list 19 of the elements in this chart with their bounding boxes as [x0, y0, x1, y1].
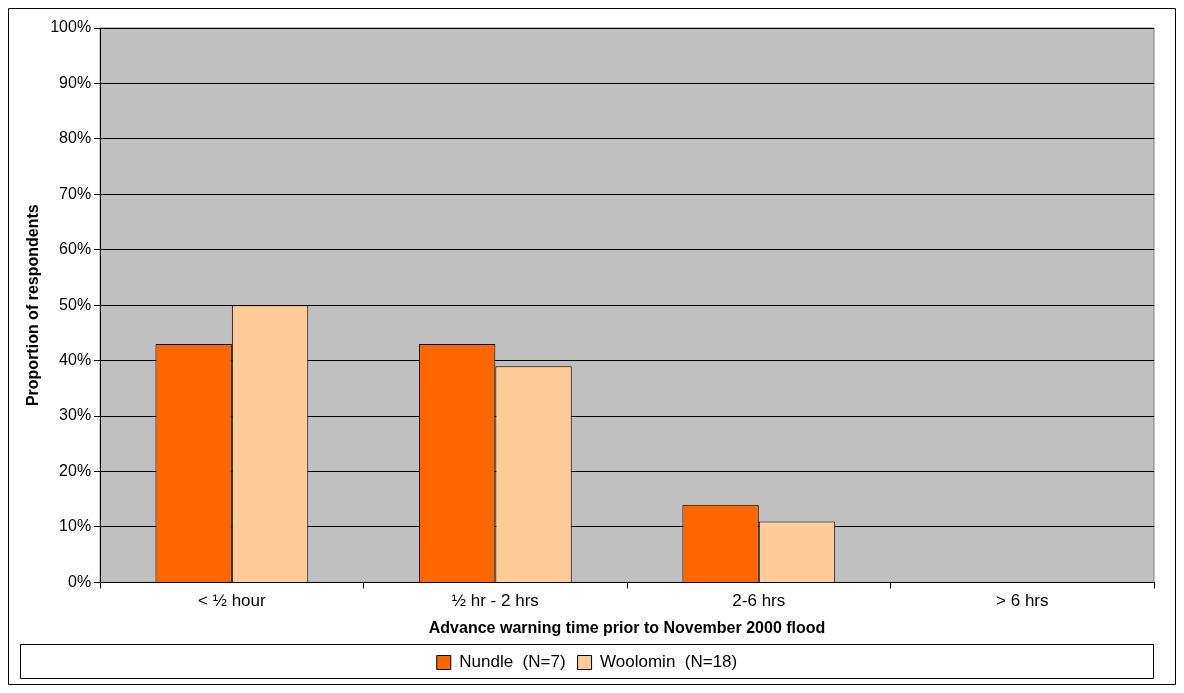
y-tick-label: 50% — [59, 295, 92, 313]
legend-label: Nundle (N=7) — [459, 652, 566, 672]
y-tick-label: 20% — [59, 461, 92, 479]
x-tick-label: ½ hr - 2 hrs — [451, 591, 539, 611]
x-axis-title: Advance warning time prior to November 2000 flood — [428, 618, 826, 636]
y-tick-label: 10% — [59, 517, 92, 535]
y-tick-label: 40% — [59, 351, 92, 369]
y-tick-label: 60% — [59, 240, 92, 258]
x-tick-label: 2-6 hrs — [732, 591, 786, 611]
y-tick-label: 70% — [59, 184, 92, 202]
y-tick-label: 0% — [68, 572, 92, 590]
legend-label: Woolomin (N=18) — [600, 652, 738, 672]
y-tick-label: 90% — [59, 73, 92, 91]
x-tick-label: > 6 hrs — [996, 591, 1049, 611]
y-tick-label: 30% — [59, 406, 92, 424]
y-tick-label: 80% — [59, 129, 92, 147]
y-axis-title: Proportion of respondents — [24, 204, 42, 407]
x-tick-label: < ½ hour — [198, 591, 266, 611]
y-tick-label: 100% — [50, 18, 92, 36]
